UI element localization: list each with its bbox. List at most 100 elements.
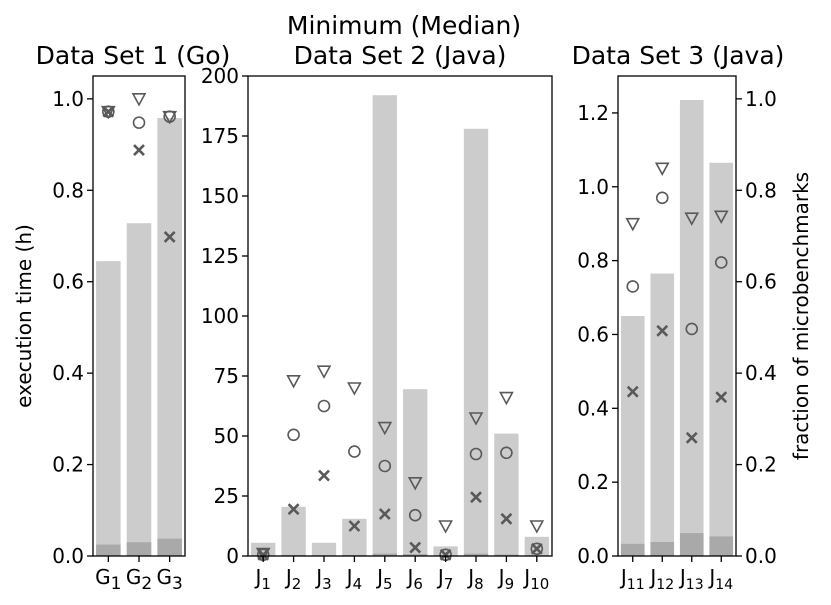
y-tick-label: 125 [201, 244, 239, 268]
marker-x-j14 [715, 391, 728, 404]
marker-triangle-j1 [255, 547, 271, 562]
marker-x-j3 [318, 469, 330, 482]
marker-triangle-j12 [654, 162, 670, 176]
panel-3-title: Data Set 3 (Java) [572, 41, 785, 70]
x-tick-label-g1: G1 [95, 565, 121, 594]
bar-total-j9 [494, 433, 519, 556]
bar-overhead-j8 [463, 553, 489, 556]
bar-total-j3 [311, 542, 337, 556]
marker-circle-j9 [500, 446, 513, 460]
marker-triangle-j11 [625, 217, 641, 232]
x-tick-label-j6: J6 [405, 565, 422, 593]
bar-total-j12 [650, 273, 675, 556]
x-tick-label-j11: J11 [619, 565, 645, 593]
bar-total-j5 [372, 95, 397, 556]
y-tick-label: 1.0 [577, 175, 609, 199]
right-y-tick-label: 1.0 [745, 87, 777, 111]
bar-total-g1 [96, 261, 121, 556]
marker-triangle-g3 [162, 110, 178, 125]
marker-circle-j5 [378, 459, 392, 473]
x-tick-label-j5: J5 [375, 565, 392, 593]
bar-overhead-j13 [679, 533, 704, 556]
marker-circle-j8 [469, 447, 483, 461]
bar-overhead-j5 [372, 553, 397, 556]
marker-circle-j2 [287, 428, 300, 442]
panel-3-frame [617, 75, 737, 557]
right-y-tick-label: 0.6 [745, 270, 777, 294]
x-tick-label-j10: J10 [522, 565, 549, 593]
marker-x-j13 [685, 431, 698, 444]
bar-overhead-g1 [96, 544, 121, 556]
y-tick-label: 100 [201, 304, 239, 328]
bar-overhead-j6 [403, 554, 428, 556]
bar-total-j10 [524, 536, 549, 556]
panel-data-set-1: Data Set 1 (Go) execution time (h) 0.0 0.… [12, 41, 230, 594]
figure-suptitle: Minimum (Median) [287, 11, 521, 40]
marker-x-j4 [348, 520, 361, 532]
bar-overhead-g3 [157, 538, 182, 556]
marker-triangle-j8 [468, 412, 484, 426]
marker-x-j5 [378, 508, 391, 520]
panel-1-y-axis-label: execution time (h) [12, 224, 36, 408]
marker-triangle-j13 [684, 212, 700, 226]
marker-triangle-j3 [316, 365, 332, 379]
y-tick-label: 0 [226, 544, 239, 568]
marker-triangle-g1 [100, 105, 116, 120]
y-tick-label: 75 [214, 364, 239, 388]
bar-overhead-j12 [650, 541, 675, 556]
bar-total-j6 [403, 389, 428, 556]
panel-1-title: Data Set 1 (Go) [36, 41, 231, 70]
y-tick-label: 0.4 [52, 361, 84, 385]
panel-2-title: Data Set 2 (Java) [294, 41, 507, 70]
y-tick-label: 0.8 [577, 249, 609, 273]
y-tick-label: 0.4 [577, 396, 609, 420]
x-tick-label-j14: J14 [707, 565, 733, 593]
marker-triangle-j6 [407, 477, 423, 491]
y-tick-label: 0.6 [577, 322, 609, 346]
bar-overhead-j11 [620, 543, 645, 556]
x-tick-label-j12: J12 [648, 565, 674, 593]
y-tick-label: 50 [214, 424, 239, 448]
y-tick-label: 200 [201, 64, 239, 88]
marker-x-g3 [163, 230, 176, 243]
x-tick-label-j13: J13 [678, 565, 704, 593]
bar-total-j11 [620, 316, 645, 556]
marker-circle-j3 [317, 399, 331, 413]
panel-1-frame [92, 75, 186, 557]
y-tick-label: 1.2 [577, 101, 609, 125]
panel-data-set-2: Data Set 2 (Java) 0 25 50 75 100 125 150 175 200… [201, 41, 553, 593]
marker-triangle-j9 [499, 391, 514, 406]
x-tick-label-j7: J7 [436, 565, 453, 593]
marker-triangle-j10 [529, 520, 545, 534]
bar-overhead-g2 [126, 542, 152, 556]
bar-total-g3 [157, 118, 182, 557]
x-tick-label-j9: J9 [497, 565, 514, 593]
x-tick-label-g3: G3 [157, 565, 183, 594]
x-tick-label-j1: J1 [253, 565, 270, 593]
bar-overhead-j14 [709, 536, 734, 556]
marker-x-j12 [656, 324, 669, 337]
y-tick-label: 0.2 [52, 453, 84, 477]
marker-x-g2 [133, 144, 145, 156]
marker-triangle-j14 [713, 210, 729, 224]
marker-circle-j6 [408, 508, 422, 522]
bar-total-j7 [433, 546, 458, 556]
y-tick-label: 0.0 [577, 544, 609, 568]
marker-triangle-j2 [286, 375, 301, 389]
bar-total-j2 [281, 506, 306, 556]
right-y-tick-label: 0.0 [745, 544, 777, 568]
x-tick-label-j2: J2 [284, 565, 301, 593]
marker-triangle-g2 [131, 93, 147, 107]
marker-circle-j13 [685, 322, 699, 336]
y-tick-label: 1.0 [52, 87, 84, 111]
panel-data-set-3: Data Set 3 (Java) fraction of microbench… [572, 41, 813, 593]
right-y-tick-label: 0.8 [745, 178, 777, 202]
marker-x-j2 [287, 503, 300, 516]
y-tick-label: 0.8 [52, 178, 84, 202]
marker-x-j9 [500, 512, 513, 525]
marker-triangle-j4 [347, 382, 362, 396]
marker-x-j8 [470, 491, 482, 504]
bar-total-j8 [463, 128, 489, 557]
y-tick-label: 25 [214, 484, 239, 508]
x-tick-label-j8: J8 [466, 565, 483, 593]
